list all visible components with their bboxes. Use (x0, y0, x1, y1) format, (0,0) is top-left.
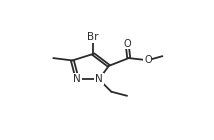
Text: O: O (144, 55, 152, 65)
Text: O: O (123, 38, 131, 49)
Text: N: N (73, 74, 81, 84)
Text: N: N (95, 74, 103, 84)
Text: Br: Br (87, 32, 99, 42)
